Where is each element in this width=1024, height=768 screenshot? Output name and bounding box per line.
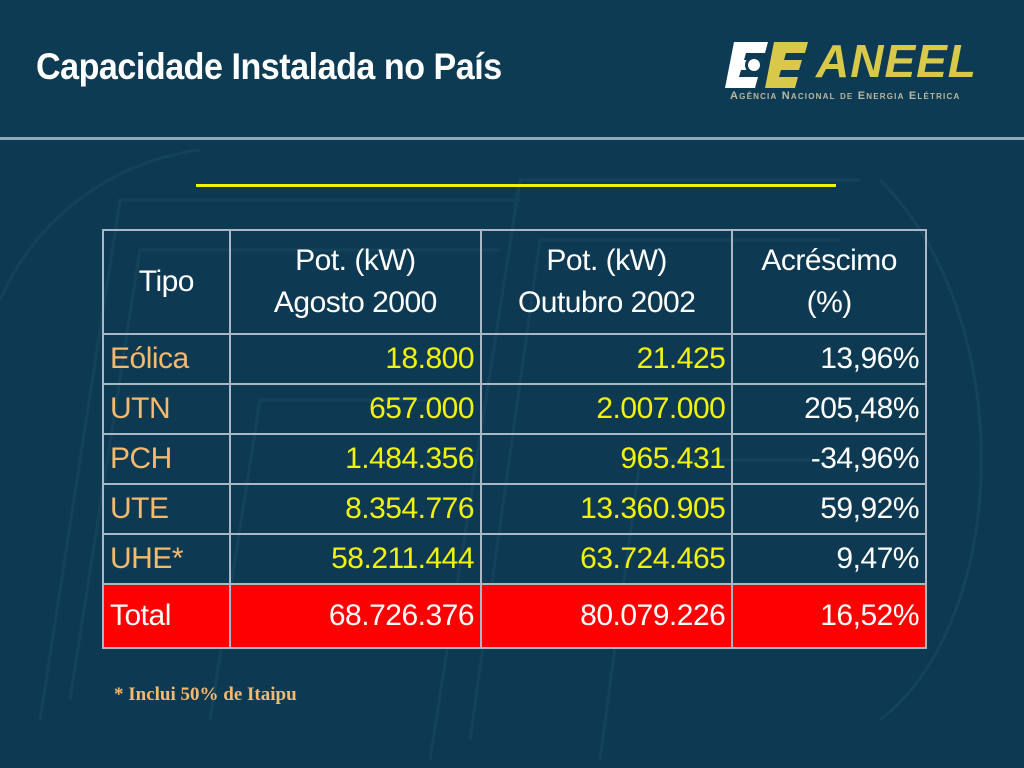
value-oct-2002-cell: 63.724.465	[480, 533, 734, 585]
column-header: Pot. (kW) Outubro 2002	[480, 229, 734, 335]
logo-name: ANEEL	[816, 35, 977, 87]
yellow-divider	[196, 184, 836, 187]
logo-tagline: Agência Nacional de Energia Elétrica	[730, 90, 961, 102]
value-aug-2000-cell: 657.000	[228, 383, 483, 435]
increase-cell: 59,92%	[731, 483, 927, 535]
column-header-line: Pot. (kW)	[546, 244, 667, 277]
increase-cell: 205,48%	[731, 383, 927, 435]
column-header: Tipo	[102, 229, 231, 335]
type-cell: PCH	[102, 433, 231, 485]
value-aug-2000-cell: 58.211.444	[228, 533, 483, 585]
column-header-line: Tipo	[138, 265, 195, 298]
value-oct-2002-cell: 965.431	[480, 433, 734, 485]
table-row: Eólica 18.800 21.425 13,96%	[102, 333, 927, 385]
column-header-line: Outubro 2002	[517, 286, 696, 319]
type-cell: UHE*	[102, 533, 231, 585]
value-oct-2002-cell: 13.360.905	[480, 483, 734, 535]
total-value-oct-2002-cell: 80.079.226	[480, 583, 734, 649]
total-increase-cell: 16,52%	[731, 583, 927, 649]
total-type-cell: Total	[102, 583, 231, 649]
increase-cell: -34,96%	[731, 433, 927, 485]
table-header-row: Tipo Pot. (kW) Agosto 2000 Pot. (kW) Outubro…	[102, 229, 927, 335]
column-header: Pot. (kW) Agosto 2000	[228, 229, 483, 335]
slide-title: Capacidade Instalada no País	[36, 46, 502, 87]
value-aug-2000-cell: 1.484.356	[228, 433, 483, 485]
type-cell: UTN	[102, 383, 231, 435]
increase-cell: 9,47%	[731, 533, 927, 585]
column-header-line: (%)	[806, 286, 853, 319]
column-header-line: Acréscimo	[761, 244, 897, 277]
column-header: Acréscimo (%)	[731, 229, 927, 335]
table-row: PCH 1.484.356 965.431 -34,96%	[102, 433, 927, 485]
column-header-line: Agosto 2000	[273, 286, 437, 319]
capacity-table: Tipo Pot. (kW) Agosto 2000 Pot. (kW) Outubro…	[102, 229, 927, 649]
aneel-mark-icon	[725, 42, 808, 88]
value-oct-2002-cell: 2.007.000	[480, 383, 734, 435]
total-value-aug-2000-cell: 68.726.376	[228, 583, 483, 649]
aneel-logo: ANEEL Agência Nacional de Energia Elétri…	[724, 35, 977, 108]
value-aug-2000-cell: 8.354.776	[228, 483, 483, 535]
table-row: UTN 657.000 2.007.000 205,48%	[102, 383, 927, 435]
table-row: UHE* 58.211.444 63.724.465 9,47%	[102, 533, 927, 585]
type-cell: UTE	[102, 483, 231, 535]
value-aug-2000-cell: 18.800	[228, 333, 483, 385]
total-row: Total 68.726.376 80.079.226 16,52%	[102, 583, 927, 649]
increase-cell: 13,96%	[731, 333, 927, 385]
footnote: * Inclui 50% de Itaipu	[114, 684, 297, 705]
value-oct-2002-cell: 21.425	[480, 333, 734, 385]
column-header-line: Pot. (kW)	[295, 244, 416, 277]
table-row: UTE 8.354.776 13.360.905 59,92%	[102, 483, 927, 535]
slide-header: Capacidade Instalada no País ANEEL Agênc…	[0, 0, 1024, 140]
type-cell: Eólica	[102, 333, 231, 385]
